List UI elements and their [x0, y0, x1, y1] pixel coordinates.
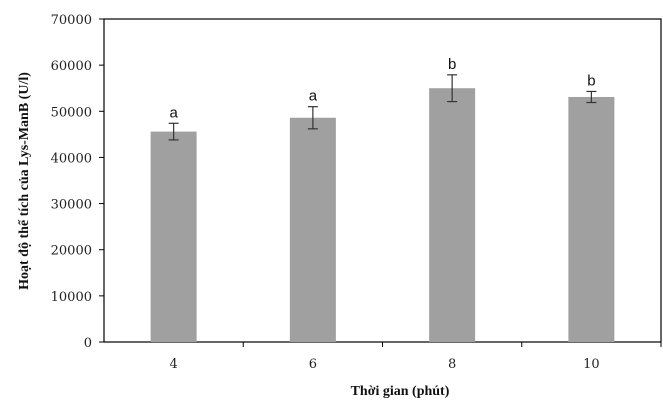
x-tick-label: 10 [583, 357, 600, 372]
x-tick-label: 4 [169, 357, 177, 372]
y-tick-label: 20000 [51, 244, 92, 259]
y-tick-label: 10000 [51, 290, 92, 305]
x-tick-label: 6 [309, 357, 317, 372]
y-tick-label: 50000 [51, 105, 92, 120]
bar [429, 88, 476, 342]
y-tick-label: 60000 [51, 59, 92, 74]
x-tick-label: 8 [448, 357, 456, 372]
significance-label: b [587, 72, 595, 89]
y-tick-label: 40000 [51, 151, 92, 166]
significance-label: a [169, 104, 178, 121]
y-tick-label: 0 [84, 336, 92, 351]
y-tick-label: 30000 [51, 198, 92, 213]
y-axis-title-group: Hoạt độ thể tích của Lys-ManB (U/l) [17, 72, 32, 290]
bar [568, 96, 615, 342]
bar [289, 117, 336, 342]
bar [150, 131, 197, 342]
significance-label: a [309, 88, 318, 105]
y-tick-label: 70000 [51, 13, 92, 28]
y-axis-title: Hoạt độ thể tích của Lys-ManB (U/l) [17, 72, 32, 290]
x-axis-title: Thời gian (phút) [351, 384, 450, 399]
significance-label: b [448, 56, 456, 73]
plot-area: 0 10000 20000 30000 40000 50000 60000 70000 a 4 a 6… [51, 13, 662, 372]
